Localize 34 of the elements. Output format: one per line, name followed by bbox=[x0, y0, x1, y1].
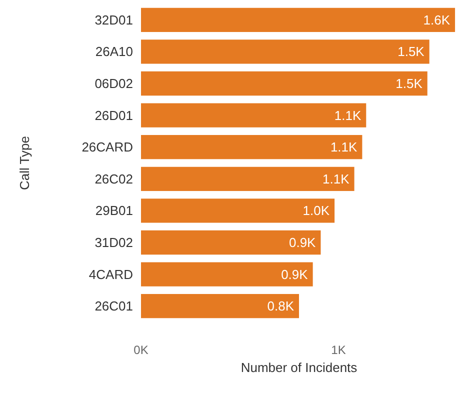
bar bbox=[141, 71, 428, 96]
x-tick-label: 0K bbox=[134, 343, 148, 357]
data-label: 1.1K bbox=[334, 108, 362, 123]
x-tick-label: 1K bbox=[331, 343, 346, 357]
bar bbox=[141, 294, 299, 318]
y-tick-label: 26A10 bbox=[95, 44, 133, 60]
data-label: 1.5K bbox=[398, 44, 425, 60]
data-label: 1.1K bbox=[330, 140, 358, 155]
bar bbox=[141, 8, 456, 32]
data-label: 1.6K bbox=[423, 12, 450, 28]
data-label: 1.1K bbox=[322, 171, 350, 186]
data-label: 0.8K bbox=[267, 298, 294, 314]
bar bbox=[141, 198, 335, 223]
bar bbox=[141, 40, 430, 64]
y-axis-title: Call Type bbox=[17, 136, 32, 190]
x-axis-title: Number of Incidents bbox=[240, 360, 358, 375]
bar bbox=[141, 135, 362, 160]
data-label: 0.9K bbox=[288, 235, 316, 250]
y-tick-label: 29B01 bbox=[95, 203, 133, 218]
y-tick-label: 26CARD bbox=[82, 140, 133, 155]
y-tick-label: 26D01 bbox=[94, 108, 133, 123]
y-tick-label: 31D02 bbox=[94, 235, 133, 250]
data-label: 1.5K bbox=[396, 76, 423, 91]
y-tick-label: 32D01 bbox=[94, 12, 133, 28]
bar bbox=[141, 103, 366, 128]
y-tick-label: 26C02 bbox=[94, 171, 133, 186]
bar bbox=[141, 166, 354, 191]
bar bbox=[141, 230, 321, 255]
data-label: 0.9K bbox=[281, 266, 308, 282]
data-label: 1.0K bbox=[302, 203, 330, 218]
bar bbox=[141, 262, 313, 286]
y-tick-label: 4CARD bbox=[88, 266, 133, 282]
y-tick-label: 26C01 bbox=[94, 298, 133, 314]
y-tick-label: 06D02 bbox=[94, 76, 133, 91]
